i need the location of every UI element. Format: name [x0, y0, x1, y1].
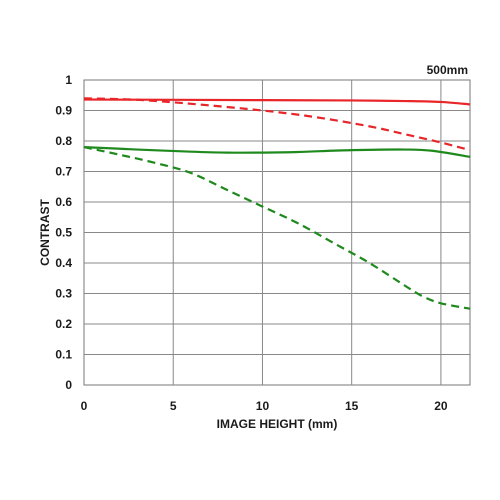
focal-length-annotation: 500mm [427, 63, 468, 77]
y-tick-label: 0.9 [55, 104, 72, 118]
y-axis-title: CONTRAST [38, 199, 52, 266]
red-solid-curve [83, 98, 471, 106]
x-axis-title: IMAGE HEIGHT (mm) [217, 417, 338, 431]
y-tick-label: 0.4 [55, 256, 72, 270]
y-tick-label: 0.2 [55, 317, 72, 331]
x-tick-label: 15 [345, 399, 359, 413]
series-layer [83, 97, 471, 310]
x-tick-labels: 0 5 10 15 20 [81, 399, 448, 413]
x-tick-label: 5 [170, 399, 177, 413]
y-tick-label: 0.5 [55, 226, 72, 240]
y-tick-label: 0.6 [55, 195, 72, 209]
x-tick-label: 10 [256, 399, 270, 413]
y-tick-label: 0.8 [55, 134, 72, 148]
y-tick-labels: 0 0.1 0.2 0.3 0.4 0.5 0.6 0.7 0.8 0.9 1 [55, 73, 72, 392]
y-tick-label: 0.1 [55, 348, 72, 362]
red-dashed-curve [83, 97, 471, 152]
grid [84, 80, 470, 385]
x-tick-label: 20 [434, 399, 448, 413]
y-tick-label: 1 [65, 73, 72, 87]
green-solid-curve [83, 146, 471, 158]
y-tick-label: 0.3 [55, 287, 72, 301]
y-tick-label: 0.7 [55, 165, 72, 179]
x-tick-label: 0 [81, 399, 88, 413]
y-tick-label: 0 [65, 378, 72, 392]
green-dashed-curve [83, 146, 471, 310]
